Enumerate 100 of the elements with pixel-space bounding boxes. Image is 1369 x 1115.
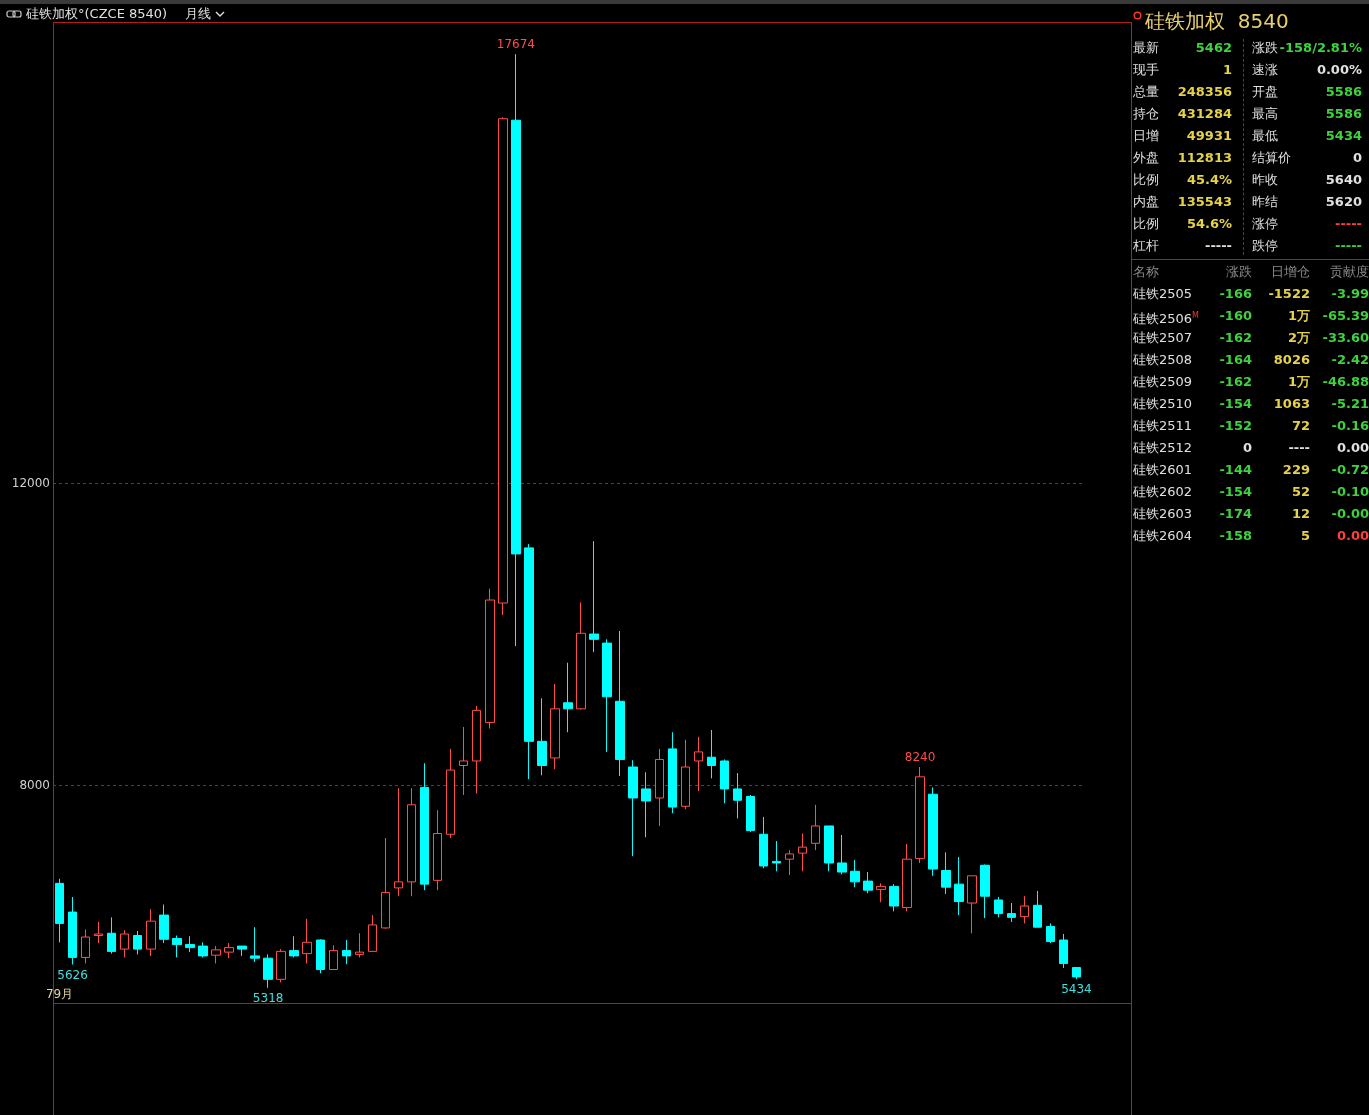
- text: -2.42: [1331, 351, 1369, 369]
- text: 229: [1282, 461, 1310, 479]
- text: -33.60: [1322, 329, 1369, 347]
- text: 5586: [1325, 105, 1362, 123]
- candlestick: [954, 856, 964, 916]
- text: 硅铁2508: [1133, 351, 1193, 369]
- text: 硅铁2507: [1133, 329, 1193, 347]
- text: 52: [1291, 483, 1310, 501]
- text: -174: [1219, 505, 1252, 523]
- text: 1万: [1287, 307, 1310, 325]
- text: 现手: [1133, 61, 1159, 79]
- candlestick: [863, 871, 873, 894]
- candlestick: [485, 588, 495, 729]
- candlestick: [602, 638, 612, 753]
- text: 昨收: [1252, 171, 1278, 189]
- text: 涨停: [1252, 215, 1278, 233]
- text: -152: [1219, 417, 1252, 435]
- candlestick: [524, 543, 534, 780]
- candlestick: [81, 928, 90, 964]
- text: 0.00: [1336, 439, 1369, 457]
- candlestick: [133, 930, 142, 955]
- text: 硅铁2512: [1133, 439, 1193, 457]
- candlestick: [1020, 895, 1029, 924]
- annotation: 8240: [904, 750, 936, 765]
- candlestick: [68, 896, 77, 966]
- candlestick: [772, 840, 781, 872]
- candlestick: [994, 896, 1003, 918]
- candlestick: [668, 731, 677, 814]
- candlestick: [94, 921, 103, 944]
- text: 内盘: [1133, 193, 1159, 211]
- candlestick: [850, 859, 860, 888]
- candlestick: [576, 601, 586, 711]
- text: 8026: [1273, 351, 1310, 369]
- candlestick: [329, 944, 338, 971]
- y-tick-label: 12000: [11, 475, 50, 490]
- text: 结算价: [1252, 149, 1291, 167]
- candlestick: [316, 938, 325, 974]
- text: 持仓: [1133, 105, 1159, 123]
- text: 112813: [1177, 149, 1232, 167]
- text: -46.88: [1322, 373, 1369, 391]
- candlestick: [289, 935, 299, 958]
- text: 0: [1242, 439, 1252, 457]
- candlestick: [159, 904, 169, 944]
- candlestick: [915, 766, 925, 864]
- candlestick: [980, 863, 990, 919]
- text: 开盘: [1252, 83, 1278, 101]
- text: -162: [1219, 329, 1252, 347]
- candlestick: [655, 748, 664, 827]
- annotation: 17674: [496, 37, 535, 52]
- text: 昨结: [1252, 193, 1278, 211]
- text: 硅铁2602: [1133, 483, 1193, 501]
- candlestick: [641, 771, 651, 838]
- candlestick: [355, 932, 364, 958]
- text: ----: [1288, 439, 1310, 457]
- candlestick: [967, 875, 977, 934]
- text: 5434: [1325, 127, 1362, 145]
- candlestick: [459, 726, 468, 796]
- text: 日增仓: [1271, 263, 1310, 281]
- text: 135543: [1177, 193, 1232, 211]
- candlestick: [628, 759, 638, 857]
- text: 最低: [1252, 127, 1278, 145]
- text: 比例: [1133, 215, 1159, 233]
- candlestick: [394, 787, 403, 897]
- candlestick: [263, 953, 273, 989]
- candlestick: [433, 809, 442, 891]
- text: 5620: [1325, 193, 1362, 211]
- text: 5586: [1325, 83, 1362, 101]
- text: -154: [1219, 483, 1252, 501]
- candlestick: [746, 794, 755, 833]
- candlestick: [811, 804, 820, 851]
- candlestick: [1046, 922, 1055, 944]
- text: 跌停: [1252, 237, 1278, 255]
- candlestick: [1072, 967, 1081, 980]
- text: 1: [1222, 61, 1232, 79]
- text: 1万: [1287, 373, 1310, 391]
- text: 贡献度: [1330, 263, 1369, 281]
- candlestick: [550, 683, 560, 770]
- text: 12: [1291, 505, 1310, 523]
- candlestick: [198, 941, 208, 958]
- text: 最高: [1252, 105, 1278, 123]
- candlestick: [902, 843, 912, 912]
- text: 日增: [1133, 127, 1159, 145]
- candlestick: [146, 908, 156, 957]
- text: -158/2.81%: [1279, 39, 1362, 57]
- text: 涨跌: [1226, 263, 1252, 281]
- candlestick: [302, 918, 312, 964]
- text: -0.10: [1331, 483, 1369, 501]
- text: 硅铁2505: [1133, 285, 1193, 303]
- text: -164: [1219, 351, 1252, 369]
- candlestick: [172, 935, 182, 958]
- text: 硅铁2509: [1133, 373, 1193, 391]
- chart-subtitle: 月线: [185, 5, 212, 23]
- candlestick: [472, 705, 481, 794]
- text: 硅铁2511: [1133, 417, 1193, 435]
- candlestick: [785, 849, 794, 876]
- candlestick: [498, 116, 508, 616]
- annotation: 5318: [252, 990, 284, 1005]
- text: 431284: [1177, 105, 1232, 123]
- candlestick: [707, 729, 716, 779]
- candlestick: [185, 935, 195, 953]
